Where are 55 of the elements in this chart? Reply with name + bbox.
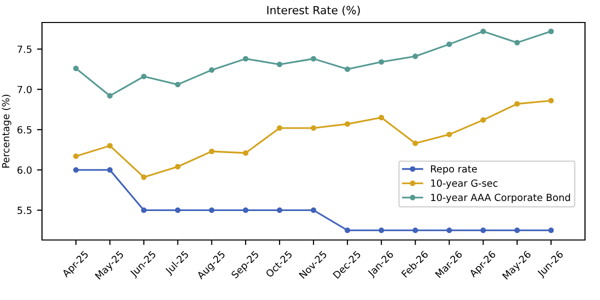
point (412, 140, 418, 146)
point (141, 174, 147, 180)
point (480, 117, 486, 123)
point (378, 59, 384, 65)
point (378, 228, 384, 234)
point (446, 228, 452, 234)
point (378, 114, 384, 120)
point (107, 93, 113, 99)
point (73, 66, 79, 72)
y-tick-label: 7.0 (18, 86, 32, 94)
point (514, 228, 520, 234)
point (174, 164, 181, 170)
point (141, 74, 147, 80)
point (73, 153, 79, 159)
point (107, 142, 113, 149)
point (310, 56, 316, 62)
point (480, 28, 486, 34)
point (412, 228, 418, 234)
legend-label: Repo rate (431, 165, 477, 174)
point (548, 98, 554, 104)
point (514, 101, 520, 107)
point (514, 40, 520, 46)
legend-label: 10-year G-sec (431, 179, 498, 189)
point (344, 121, 350, 127)
point (208, 207, 214, 213)
y-tick-label: 6.5 (17, 126, 32, 134)
y-tick-label: 5.5 (18, 206, 32, 214)
point (174, 82, 181, 88)
y-tick-label: 7.5 (18, 46, 32, 53)
point (242, 207, 248, 213)
point (310, 207, 316, 213)
legend-label: 10-year AAA Corporate Bond (431, 194, 570, 203)
y-tick-label: 6.0 (17, 166, 32, 174)
point (344, 228, 350, 234)
point (310, 125, 316, 131)
point (208, 148, 214, 154)
point (242, 150, 248, 156)
point (548, 228, 554, 234)
point (107, 167, 113, 173)
point (412, 54, 418, 60)
point (242, 56, 248, 62)
point (141, 207, 147, 213)
point (276, 207, 282, 213)
point (446, 132, 452, 138)
point (548, 28, 554, 34)
point (174, 207, 181, 213)
point (446, 41, 452, 48)
point (73, 167, 79, 173)
y-axis-title: Percentage (%) (2, 94, 12, 168)
point (276, 125, 282, 131)
point (208, 67, 214, 73)
chart-title: Interest Rate (%) (267, 6, 360, 16)
point (276, 62, 282, 68)
point (344, 66, 350, 72)
point (480, 228, 486, 234)
